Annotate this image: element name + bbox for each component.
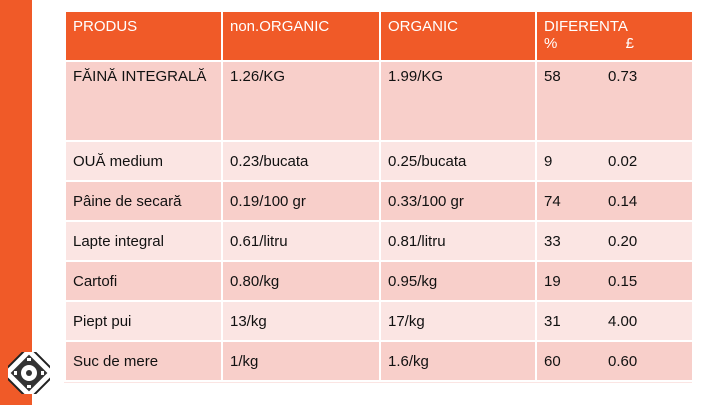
cell-percent: 60: [544, 352, 561, 370]
cell-organic: 1.99/KG: [379, 60, 537, 142]
cell-produs: FĂINĂ INTEGRALĂ: [64, 60, 223, 142]
table-header-row: PRODUS non.ORGANIC ORGANIC DIFERENTA % £: [64, 10, 694, 62]
cell-percent: 58: [544, 68, 561, 85]
header-diferenta-label: DIFERENTA: [544, 18, 628, 35]
cell-non-organic: 0.23/bucata: [221, 140, 381, 182]
cell-produs: OUĂ medium: [64, 140, 223, 182]
cell-gbp: 0.15: [608, 272, 638, 290]
price-comparison-table-container: PRODUS non.ORGANIC ORGANIC DIFERENTA % £…: [64, 10, 694, 383]
cell-gbp: 0.60: [608, 352, 638, 370]
cell-non-organic: 0.19/100 gr: [221, 180, 381, 222]
cell-non-organic: 1.26/KG: [221, 60, 381, 142]
cell-diferenta: 19 0.15: [535, 260, 694, 302]
cell-percent: 19: [544, 272, 561, 290]
table-row: OUĂ medium 0.23/bucata 0.25/bucata 9 0.02: [64, 140, 694, 182]
price-comparison-table: PRODUS non.ORGANIC ORGANIC DIFERENTA % £…: [64, 10, 694, 382]
table-row: FĂINĂ INTEGRALĂ 1.26/KG 1.99/KG 58 0.73: [64, 60, 694, 142]
cell-gbp: 0.20: [608, 232, 638, 250]
cell-organic: 0.33/100 gr: [379, 180, 537, 222]
cell-organic: 17/kg: [379, 300, 537, 342]
header-non-organic: non.ORGANIC: [221, 10, 381, 62]
cell-gbp: 0.02: [608, 152, 638, 170]
header-percent-label: %: [544, 35, 558, 52]
cell-produs: Cartofi: [64, 260, 223, 302]
left-accent-band: [0, 0, 32, 405]
cell-produs: Lapte integral: [64, 220, 223, 262]
cell-non-organic: 13/kg: [221, 300, 381, 342]
header-organic: ORGANIC: [379, 10, 537, 62]
table-row: Cartofi 0.80/kg 0.95/kg 19 0.15: [64, 260, 694, 302]
table-row: Piept pui 13/kg 17/kg 31 4.00: [64, 300, 694, 342]
cell-percent: 74: [544, 192, 561, 210]
cell-non-organic: 0.61/litru: [221, 220, 381, 262]
cell-produs: Suc de mere: [64, 340, 223, 382]
cell-diferenta: 31 4.00: [535, 300, 694, 342]
header-diferenta: DIFERENTA % £: [535, 10, 694, 62]
cell-organic: 0.95/kg: [379, 260, 537, 302]
table-row: Pâine de secară 0.19/100 gr 0.33/100 gr …: [64, 180, 694, 222]
cell-gbp: 0.14: [608, 192, 638, 210]
cell-gbp: 0.73: [608, 68, 638, 85]
cell-percent: 31: [544, 312, 561, 330]
cell-produs: Piept pui: [64, 300, 223, 342]
cell-non-organic: 1/kg: [221, 340, 381, 382]
cell-organic: 0.25/bucata: [379, 140, 537, 182]
cell-gbp: 4.00: [608, 312, 638, 330]
header-gbp-label: £: [625, 35, 634, 52]
table-row: Suc de mere 1/kg 1.6/kg 60 0.60: [64, 340, 694, 382]
cell-diferenta: 9 0.02: [535, 140, 694, 182]
cell-diferenta: 74 0.14: [535, 180, 694, 222]
cell-non-organic: 0.80/kg: [221, 260, 381, 302]
cell-percent: 33: [544, 232, 561, 250]
film-reel-logo-icon: [8, 352, 50, 394]
cell-organic: 0.81/litru: [379, 220, 537, 262]
cell-organic: 1.6/kg: [379, 340, 537, 382]
table-row: Lapte integral 0.61/litru 0.81/litru 33 0…: [64, 220, 694, 262]
cell-diferenta: 60 0.60: [535, 340, 694, 382]
header-produs: PRODUS: [64, 10, 223, 62]
cell-diferenta: 33 0.20: [535, 220, 694, 262]
cell-produs: Pâine de secară: [64, 180, 223, 222]
cell-diferenta: 58 0.73: [535, 60, 694, 142]
cell-percent: 9: [544, 152, 553, 170]
